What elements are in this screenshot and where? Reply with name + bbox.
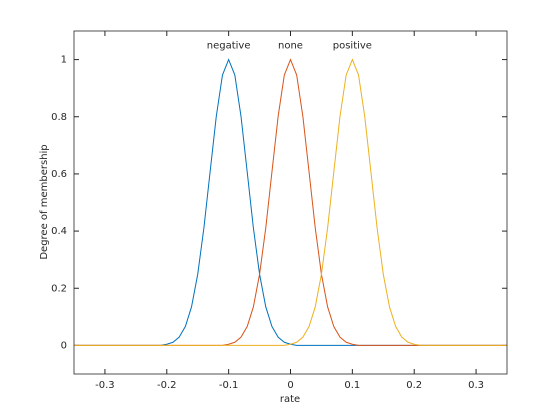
y-tick-label: 0.4 <box>51 226 67 237</box>
x-tick-label: 0.2 <box>406 380 422 391</box>
y-tick-label: 1 <box>61 55 67 66</box>
series-label: positive <box>333 41 372 52</box>
y-tick-label: 0.6 <box>51 169 67 180</box>
series-label: negative <box>207 41 251 52</box>
x-tick-label: 0.3 <box>468 380 484 391</box>
y-tick-label: 0 <box>61 340 67 351</box>
y-axis-label: Degree of membership <box>39 144 50 259</box>
series-label: none <box>278 41 303 52</box>
axes-box <box>73 30 508 375</box>
x-tick-label: -0.3 <box>95 380 115 391</box>
x-tick-label: 0.1 <box>344 380 360 391</box>
y-tick-label: 0.2 <box>51 283 67 294</box>
y-tick-label: 0.8 <box>51 112 67 123</box>
plot-area <box>74 31 507 374</box>
x-tick-label: -0.1 <box>219 380 239 391</box>
x-axis-label: rate <box>280 394 300 405</box>
x-tick-label: 0 <box>287 380 293 391</box>
x-tick-label: -0.2 <box>157 380 177 391</box>
series-line <box>74 58 507 346</box>
